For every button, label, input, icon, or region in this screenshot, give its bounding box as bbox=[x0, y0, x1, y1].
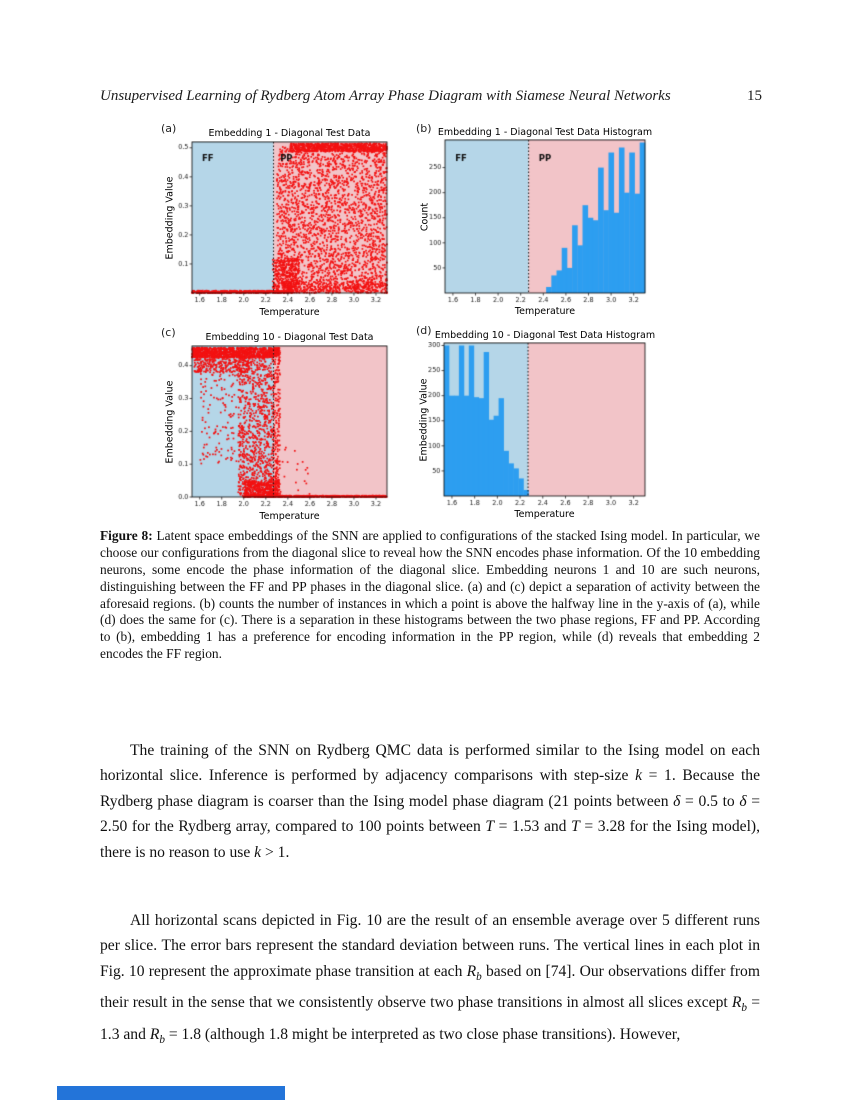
x-axis-label-a: Temperature bbox=[259, 307, 320, 318]
running-head-title: Unsupervised Learning of Rydberg Atom Ar… bbox=[100, 88, 671, 104]
figure-8: (a) Embedding 1 - Diagonal Test Data Emb… bbox=[0, 0, 850, 530]
plot-canvas-a bbox=[176, 141, 390, 306]
plot-title-c: Embedding 10 - Diagonal Test Data bbox=[205, 332, 374, 343]
figure-8-caption: Figure 8: Latent space embeddings of the… bbox=[100, 528, 760, 663]
y-axis-label-a: Embedding Value bbox=[164, 176, 176, 260]
plot-title-b: Embedding 1 - Diagonal Test Data Histogr… bbox=[437, 127, 653, 138]
page-progress-bar bbox=[57, 1086, 285, 1100]
x-axis-label-c: Temperature bbox=[259, 511, 320, 522]
plot-title-a: Embedding 1 - Diagonal Test Data bbox=[208, 128, 371, 139]
panel-label-b: (b) bbox=[416, 122, 432, 135]
caption-label: Figure 8: bbox=[100, 528, 153, 543]
paragraph-2: All horizontal scans depicted in Fig. 10… bbox=[100, 912, 760, 1046]
y-axis-label-c: Embedding Value bbox=[164, 380, 176, 464]
x-axis-label-b: Temperature bbox=[514, 306, 576, 317]
caption-text: Latent space embeddings of the SNN are a… bbox=[100, 528, 760, 662]
paragraph-1: The training of the SNN on Rydberg QMC d… bbox=[100, 742, 761, 861]
plot-canvas-d bbox=[428, 342, 648, 509]
panel-label-c: (c) bbox=[161, 326, 176, 339]
plot-canvas-c bbox=[176, 345, 390, 510]
x-axis-label-d: Temperature bbox=[514, 509, 575, 520]
plot-canvas-b bbox=[429, 139, 648, 306]
panel-label-d: (d) bbox=[416, 324, 432, 337]
running-head: Unsupervised Learning of Rydberg Atom Ar… bbox=[100, 88, 762, 105]
panel-label-a: (a) bbox=[161, 122, 177, 135]
page-number: 15 bbox=[747, 88, 762, 104]
plot-title-d: Embedding 10 - Diagonal Test Data Histog… bbox=[434, 330, 656, 341]
